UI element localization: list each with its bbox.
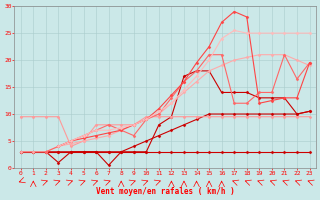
X-axis label: Vent moyen/en rafales ( km/h ): Vent moyen/en rafales ( km/h ): [96, 187, 235, 196]
